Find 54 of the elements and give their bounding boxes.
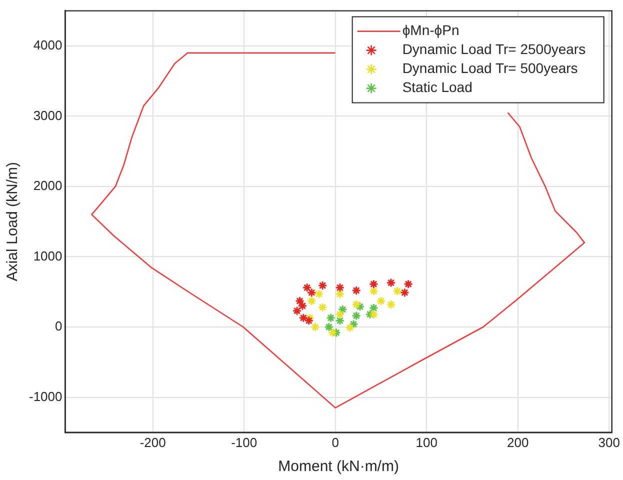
point — [310, 322, 320, 332]
x-tick-label: 300 — [598, 434, 620, 450]
point — [352, 311, 362, 321]
y-tick-label: 2000 — [33, 178, 62, 194]
x-tick-label: 100 — [416, 434, 438, 450]
point — [368, 286, 378, 296]
y-tick-label: 3000 — [33, 108, 62, 123]
point — [368, 303, 378, 313]
point — [400, 288, 410, 298]
x-axis-title: Moment (kN·m/m) — [278, 458, 399, 476]
point — [352, 300, 362, 310]
legend-label: Dynamic Load Tr= 500years — [402, 60, 578, 76]
x-tick-label: 200 — [507, 434, 529, 450]
point — [332, 328, 342, 338]
point — [324, 322, 334, 332]
point — [386, 300, 396, 310]
point — [302, 282, 312, 292]
point — [318, 302, 328, 312]
point — [335, 310, 345, 320]
legend-label: ϕMn-ϕPn — [402, 22, 460, 38]
point — [392, 286, 402, 296]
point — [304, 316, 314, 326]
x-tick-label: 0 — [332, 434, 339, 450]
point — [305, 313, 315, 323]
point — [306, 288, 316, 298]
point — [326, 313, 336, 323]
y-axis-title: Axial Load (kN/m) — [4, 162, 22, 282]
point — [386, 278, 396, 288]
legend-label: Static Load — [402, 79, 472, 96]
y-tick-label: 1000 — [33, 248, 62, 264]
point — [335, 289, 345, 299]
point — [368, 310, 378, 320]
point — [314, 289, 324, 299]
point — [376, 296, 386, 306]
point — [335, 282, 345, 292]
point — [404, 279, 414, 289]
x-tick-label: -100 — [231, 434, 258, 450]
point — [328, 328, 338, 338]
y-tick-label: 0 — [55, 318, 62, 334]
point — [335, 316, 345, 326]
y-tick-label: 4000 — [33, 38, 62, 53]
legend-label: Dynamic Load Tr= 2500years — [402, 41, 586, 58]
point — [345, 322, 355, 332]
point — [355, 302, 365, 312]
y-tick-label: -1000 — [29, 388, 62, 404]
point — [368, 279, 378, 289]
x-tick-label: -200 — [140, 434, 166, 450]
point — [306, 296, 316, 306]
point — [292, 306, 302, 316]
point — [348, 319, 358, 329]
point — [352, 286, 362, 296]
point — [338, 304, 348, 314]
point — [298, 313, 308, 323]
point — [318, 280, 328, 290]
